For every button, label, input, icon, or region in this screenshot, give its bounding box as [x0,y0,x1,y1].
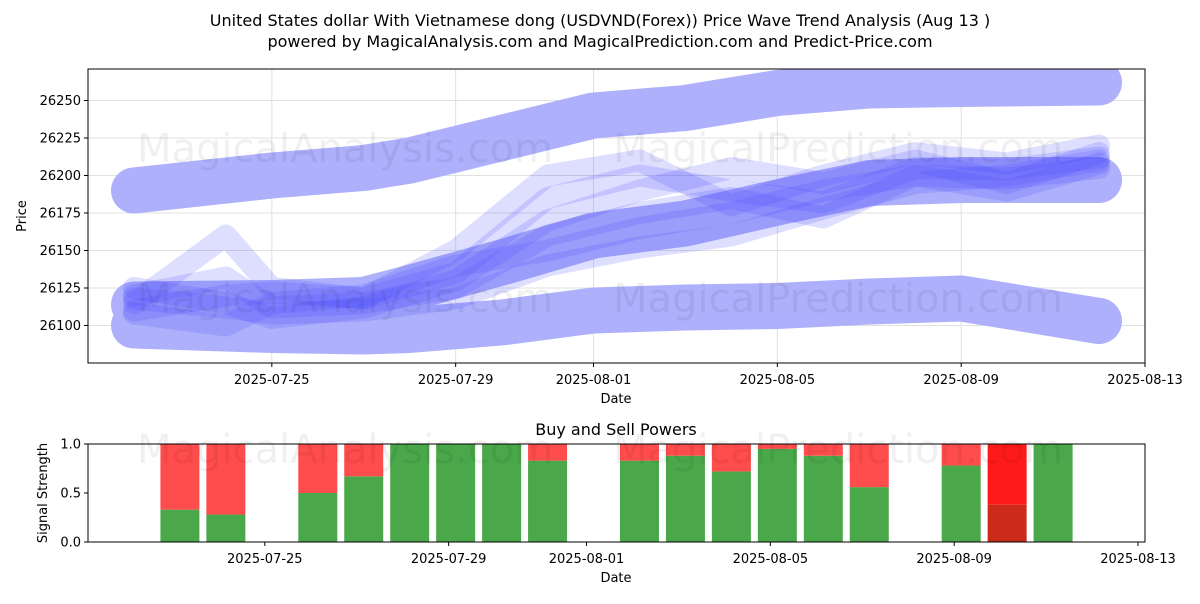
signal-y-tick-label: 0.5 [60,487,81,502]
sell-power-bar [528,444,568,461]
buy-power-bar [619,460,659,542]
signal-x-axis-label: Date [600,571,631,586]
buy-power-bar [803,455,843,542]
buy-power-bar [436,444,476,542]
sell-power-bar [711,444,751,472]
price-band [111,275,1122,355]
sell-power-bar [298,444,338,493]
price-x-tick-label: 2025-07-29 [418,373,494,388]
signal-y-tick-label: 0.0 [60,536,81,551]
sell-power-bar [987,444,1027,505]
buy-power-bar [206,514,246,542]
price-y-tick-label: 26200 [40,169,81,184]
signal-axes: 0.0 0.5 1.0 2025-07-25 2025-07-29 2025-08-01 2… [60,438,1175,568]
watermark-prediction: MagicalPrediction.com [613,126,1063,172]
sell-power-bar [344,444,384,477]
buy-power-bar [711,471,751,542]
watermark-prediction: MagicalPrediction.com [613,276,1063,322]
signal-x-tick-label: 2025-08-05 [733,552,809,567]
buy-power-bar [757,448,797,542]
price-x-tick-label: 2025-08-13 [1107,373,1183,388]
price-axes: 26100 26125 26150 26175 26200 26225 26250 2025-… [40,94,1183,388]
price-y-tick-label: 26125 [40,282,81,297]
signal-x-tick-label: 2025-08-01 [549,552,625,567]
price-x-tick-label: 2025-07-25 [234,373,310,388]
buy-power-bar [941,465,981,542]
signal-watermarks: MagicalAnalysis.com MagicalPrediction.co… [137,427,1063,473]
watermark-analysis: MagicalAnalysis.com [137,427,553,473]
chart-subtitle: powered by MagicalAnalysis.com and Magic… [267,32,932,51]
price-watermarks: MagicalAnalysis.com MagicalPrediction.co… [137,126,1063,322]
buy-power-bar [298,493,338,542]
price-y-tick-label: 26150 [40,244,81,259]
buy-power-bar [160,509,200,542]
buy-power-bar [528,460,568,542]
price-band [111,69,1122,214]
price-y-axis-label: Price [15,200,30,232]
price-bands [111,69,1122,355]
watermark-prediction: MagicalPrediction.com [613,427,1063,473]
price-wave [123,152,1110,337]
buy-power-bar [344,476,384,542]
price-wave [123,142,1110,329]
price-y-tick-label: 26225 [40,132,81,147]
sell-power-bar [803,444,843,456]
sell-power-bar [849,444,889,488]
price-x-tick-label: 2025-08-01 [556,373,632,388]
buy-power-bar [482,444,522,542]
sell-power-bar [160,444,200,510]
price-waves [123,134,1110,337]
watermark-analysis: MagicalAnalysis.com [137,126,553,172]
sell-power-bar [206,444,246,515]
price-x-tick-label: 2025-08-09 [923,373,999,388]
buy-power-bar [665,455,705,542]
price-band [111,157,1122,328]
signal-x-tick-label: 2025-07-29 [411,552,487,567]
buy-power-bar [987,504,1027,542]
buy-power-bar [849,487,889,542]
sell-power-bar [941,444,981,466]
watermark-analysis: MagicalAnalysis.com [137,276,553,322]
sell-power-bar [757,444,797,449]
price-y-tick-label: 26250 [40,94,81,109]
sell-power-bar [619,444,659,461]
chart-title: United States dollar With Vietnamese don… [210,11,990,30]
buy-power-bar [1033,444,1073,542]
price-wave [123,134,1110,314]
sell-power-bar [665,444,705,456]
signal-y-axis-label: Signal Strength [36,443,51,543]
price-y-tick-label: 26175 [40,207,81,222]
price-x-tick-label: 2025-08-05 [740,373,816,388]
price-wave [123,146,1110,322]
price-y-tick-label: 26100 [40,319,81,334]
price-wave [123,157,1110,319]
buy-power-bar [390,444,430,542]
signal-x-tick-label: 2025-07-25 [227,552,303,567]
price-plot-frame [87,68,1146,364]
signal-x-tick-label: 2025-08-13 [1100,552,1176,567]
price-x-axis-label: Date [600,392,631,407]
signal-y-tick-label: 1.0 [60,438,81,453]
signal-bars [160,444,1073,542]
price-wave [123,149,1110,325]
signal-x-tick-label: 2025-08-09 [916,552,992,567]
signal-chart-title: Buy and Sell Powers [535,420,697,439]
